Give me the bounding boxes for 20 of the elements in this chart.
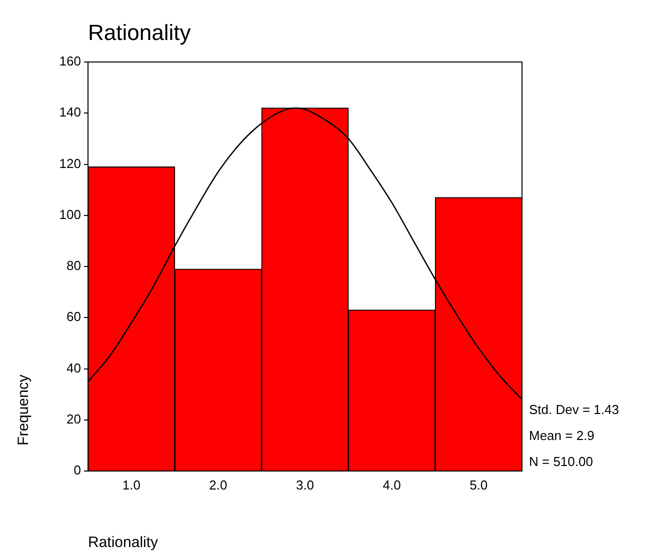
x-tick-label: 5.0 [470, 477, 488, 492]
text: Std. Dev = 1.43 [529, 402, 619, 417]
x-tick-label: 1.0 [122, 477, 140, 492]
text: N = 510.00 [529, 454, 593, 469]
y-axis-title: Frequency [15, 374, 32, 446]
y-tick-label: 20 [66, 411, 81, 426]
y-tick-label: 140 [59, 104, 81, 120]
x-tick-label: 3.0 [296, 477, 314, 492]
y-tick-label: 40 [66, 360, 81, 376]
y-tick-label: 0 [74, 462, 81, 478]
y-tick-label: 100 [59, 206, 81, 222]
y-tick-label: 120 [59, 156, 81, 171]
x-axis-title: Rationality [88, 534, 159, 551]
x-tick-label: 2.0 [209, 477, 228, 492]
y-tick-label: 60 [66, 309, 81, 324]
chart-title: Rationality [88, 20, 191, 45]
y-tick-label: 160 [59, 54, 81, 69]
text: Mean = 2.9 [529, 428, 594, 443]
y-tick-label: 80 [66, 258, 81, 274]
x-tick-label: 4.0 [382, 477, 401, 492]
